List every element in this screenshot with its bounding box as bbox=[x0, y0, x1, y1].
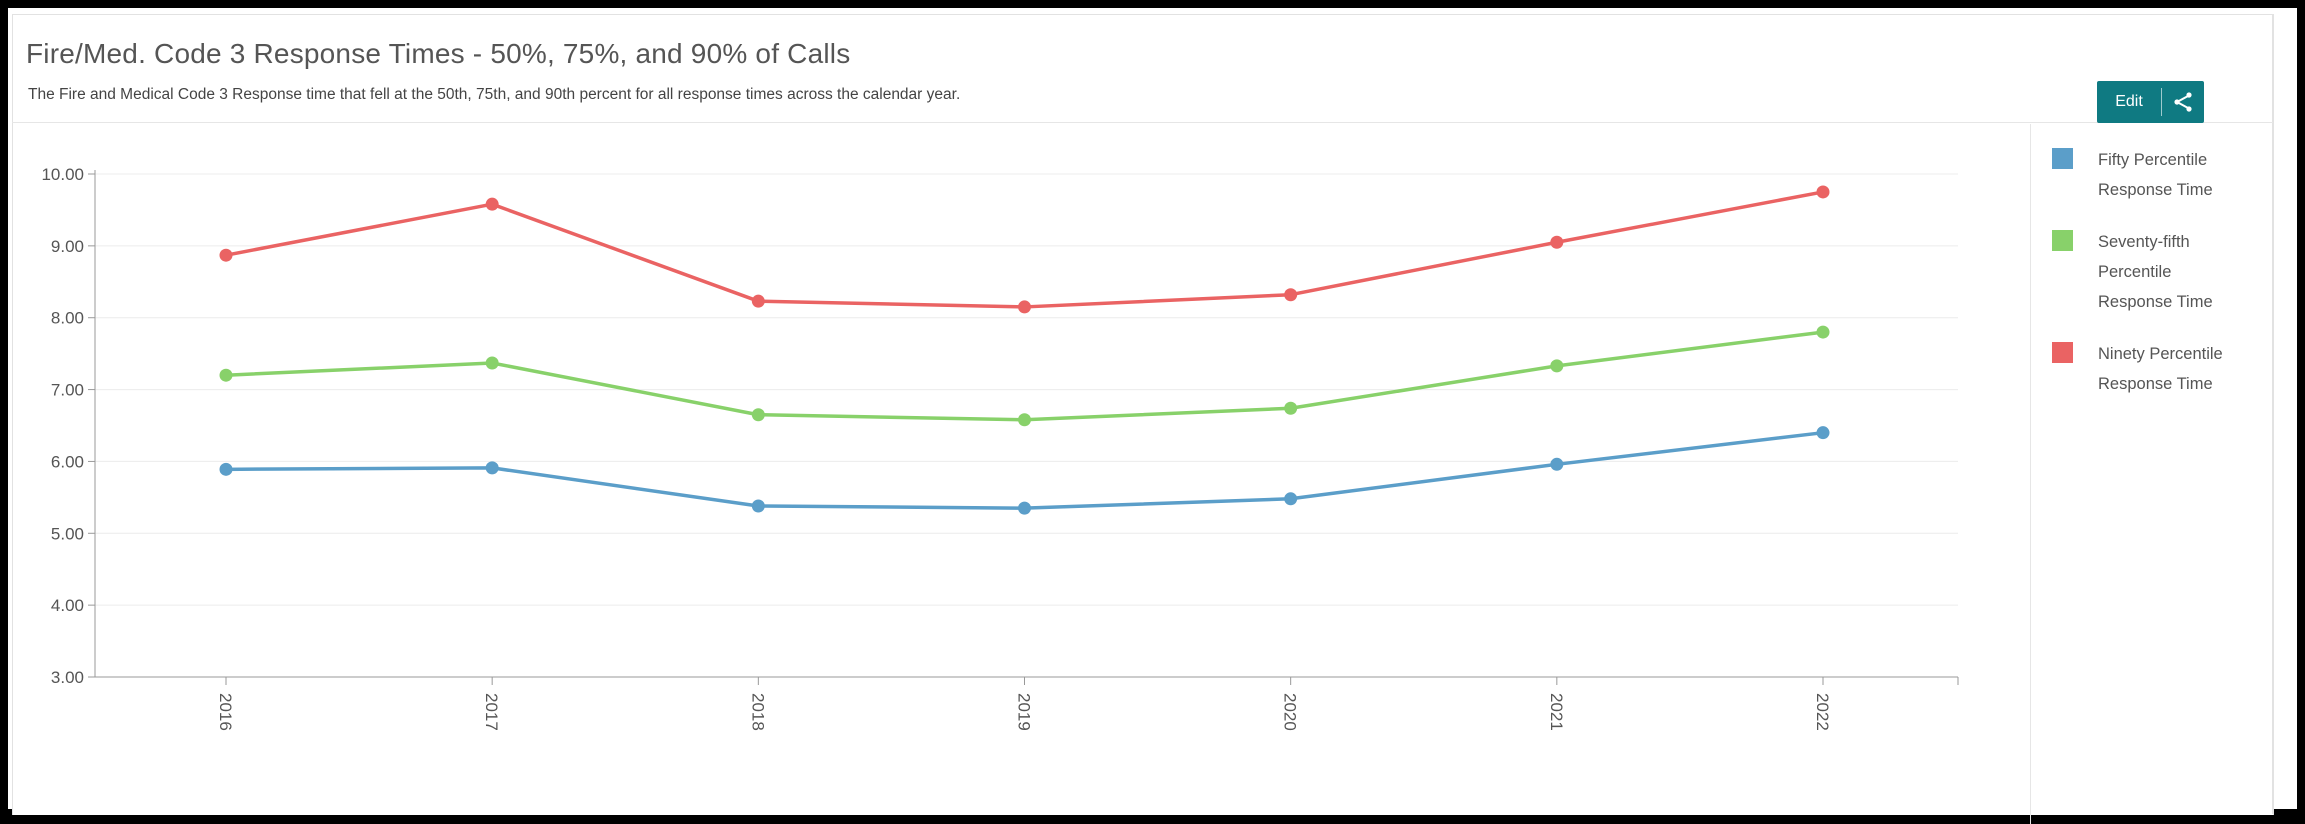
legend-label-line: Seventy-fifth bbox=[2098, 233, 2190, 251]
y-tick-label: 8.00 bbox=[51, 309, 84, 328]
series-line-3 bbox=[225, 190, 1824, 309]
data-point bbox=[1018, 413, 1031, 427]
legend-swatch bbox=[2052, 342, 2073, 363]
data-point bbox=[1550, 235, 1564, 249]
edit-button-label[interactable]: Edit bbox=[2097, 88, 2162, 116]
y-tick-label: 3.00 bbox=[51, 668, 84, 687]
data-point bbox=[1018, 501, 1031, 515]
data-point bbox=[219, 368, 233, 382]
data-point bbox=[1550, 359, 1564, 373]
data-point bbox=[485, 356, 499, 370]
data-point bbox=[485, 461, 499, 475]
series-line-1 bbox=[225, 430, 1824, 510]
y-tick-label: 5.00 bbox=[51, 524, 84, 543]
data-point bbox=[1284, 401, 1298, 415]
data-point bbox=[485, 197, 499, 211]
legend-item[interactable]: Fifty Percentile Response Time bbox=[2052, 145, 2272, 205]
chart-subtitle: The Fire and Medical Code 3 Response tim… bbox=[28, 86, 961, 103]
x-tick-label: 2018 bbox=[748, 693, 767, 731]
legend-label-line: Response Time bbox=[2098, 181, 2213, 199]
legend-item[interactable]: Seventy-fifth Percentile Response Time bbox=[2052, 227, 2272, 317]
data-point bbox=[751, 294, 765, 308]
legend-label-line: Response Time bbox=[2098, 375, 2213, 393]
x-tick-label: 2020 bbox=[1281, 693, 1300, 731]
x-tick-label: 2017 bbox=[482, 693, 501, 731]
card-right-border bbox=[2272, 14, 2273, 814]
y-tick-label: 10.00 bbox=[41, 165, 84, 184]
legend-label-line: Percentile bbox=[2098, 263, 2172, 281]
y-tick-label: 7.00 bbox=[51, 381, 84, 400]
series-line-2 bbox=[225, 330, 1824, 422]
legend-label-line: Ninety Percentile bbox=[2098, 345, 2223, 363]
legend-label-line: Response Time bbox=[2098, 293, 2213, 311]
x-tick-label: 2019 bbox=[1015, 693, 1034, 731]
data-point bbox=[1018, 300, 1031, 314]
legend-label: Fifty Percentile Response Time bbox=[2098, 145, 2248, 205]
data-point bbox=[219, 462, 233, 476]
data-point bbox=[751, 499, 765, 513]
header-divider bbox=[12, 122, 2273, 123]
y-tick-label: 6.00 bbox=[51, 452, 84, 471]
data-point bbox=[1816, 426, 1830, 440]
data-point bbox=[1816, 185, 1830, 199]
y-tick-label: 4.00 bbox=[51, 596, 84, 615]
legend-swatch bbox=[2052, 148, 2073, 169]
share-icon[interactable] bbox=[2162, 90, 2204, 114]
data-point bbox=[1816, 325, 1830, 339]
legend-label: Seventy-fifth Percentile Response Time bbox=[2098, 227, 2248, 317]
chart-title: Fire/Med. Code 3 Response Times - 50%, 7… bbox=[26, 38, 851, 69]
x-tick-label: 2022 bbox=[1813, 693, 1832, 731]
legend-swatch bbox=[2052, 230, 2073, 251]
legend-label: Ninety Percentile Response Time bbox=[2098, 339, 2248, 399]
legend-label-line: Fifty Percentile bbox=[2098, 151, 2208, 169]
x-tick-label: 2021 bbox=[1547, 693, 1566, 731]
data-point bbox=[751, 408, 765, 422]
data-point bbox=[1284, 288, 1298, 302]
legend-divider bbox=[2030, 124, 2031, 824]
y-tick-label: 9.00 bbox=[51, 237, 84, 256]
data-point bbox=[1550, 457, 1564, 471]
edit-button[interactable]: Edit bbox=[2097, 81, 2204, 123]
chart-legend: Fifty Percentile Response Time Seventy-fif… bbox=[2052, 145, 2272, 421]
x-tick-label: 2016 bbox=[216, 693, 235, 731]
data-point bbox=[219, 248, 233, 262]
data-point bbox=[1284, 492, 1298, 506]
legend-item[interactable]: Ninety Percentile Response Time bbox=[2052, 339, 2272, 399]
